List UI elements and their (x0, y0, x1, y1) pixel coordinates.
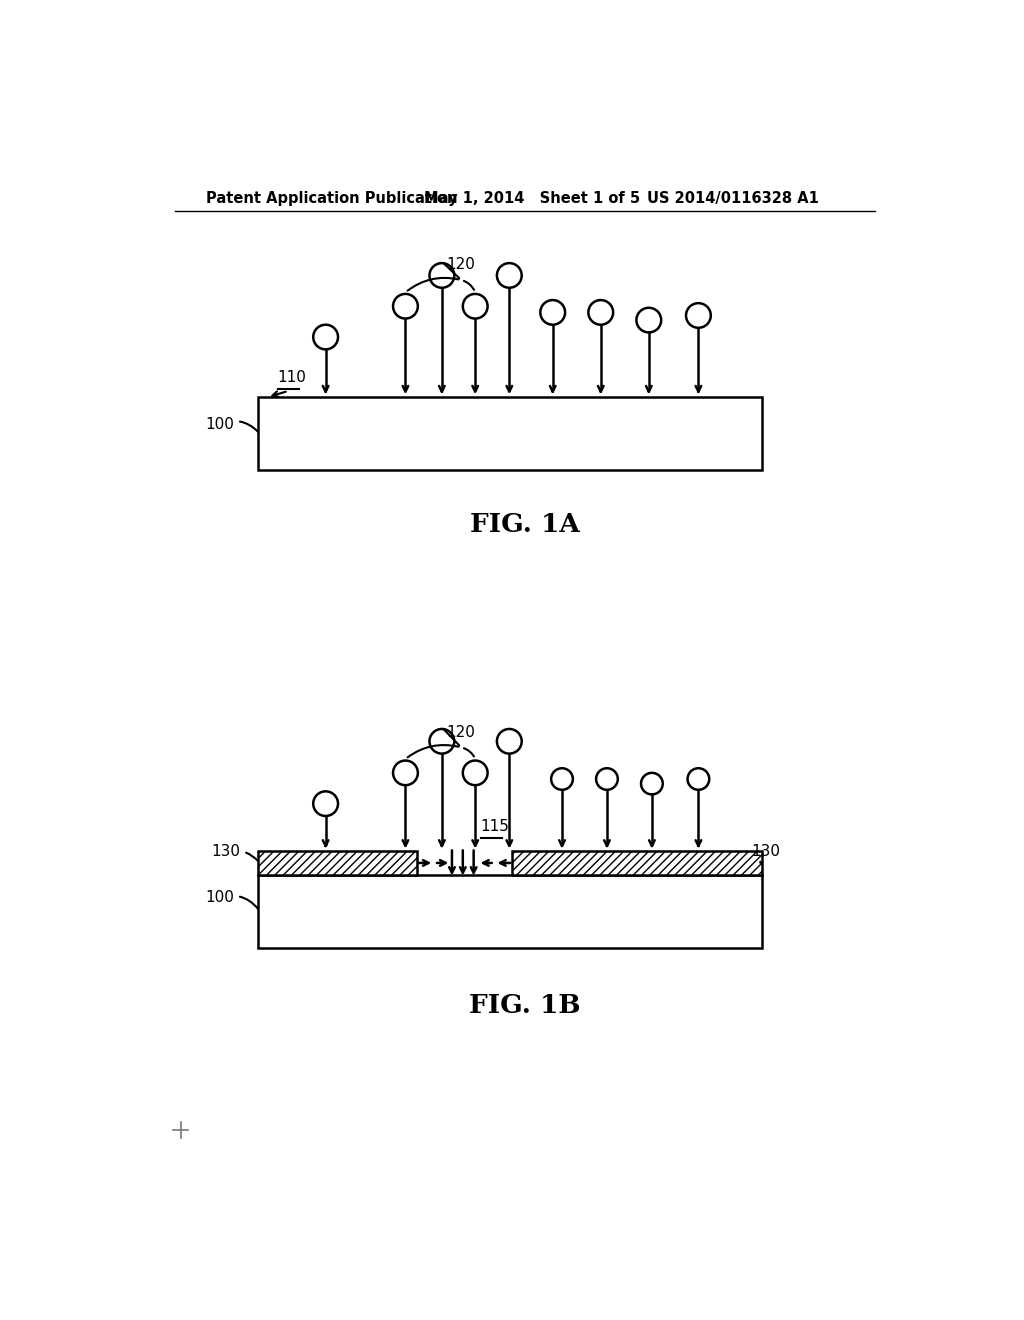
Bar (258, 397, 762, 470)
Text: 110: 110 (278, 370, 306, 385)
Text: FIG. 1A: FIG. 1A (470, 512, 580, 537)
Text: 120: 120 (446, 257, 476, 272)
Bar (258, 875, 762, 948)
Text: 130: 130 (212, 843, 258, 861)
Text: May 1, 2014   Sheet 1 of 5: May 1, 2014 Sheet 1 of 5 (424, 191, 640, 206)
Text: 115: 115 (480, 820, 510, 834)
Text: Patent Application Publication: Patent Application Publication (206, 191, 457, 206)
Text: FIG. 1B: FIG. 1B (469, 993, 581, 1018)
Text: US 2014/0116328 A1: US 2014/0116328 A1 (647, 191, 819, 206)
Bar (512, 851, 762, 875)
Text: 120: 120 (446, 725, 476, 739)
Bar (258, 851, 417, 875)
Text: 100: 100 (206, 417, 258, 432)
Text: 130: 130 (752, 843, 780, 863)
Text: 100: 100 (206, 890, 258, 909)
